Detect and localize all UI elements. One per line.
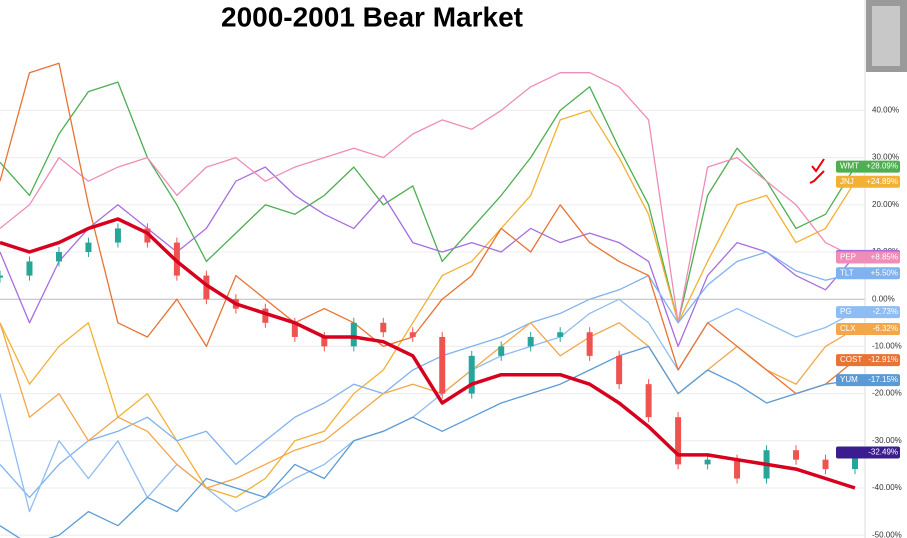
price-badge: [836, 175, 900, 188]
end-label: +24.89%: [866, 177, 898, 186]
price-badge: [836, 251, 900, 264]
check-mark: [809, 170, 825, 184]
check-mark: [811, 158, 825, 173]
badges: WMT+28.09%JNJ+24.89%CL+9.18%PEP+8.85%TLT…: [836, 160, 900, 459]
series-line: [0, 109, 856, 499]
legend-label: TLT: [840, 268, 854, 277]
legend-label: PEP: [840, 253, 856, 262]
candle: [616, 355, 623, 385]
average-line: [0, 217, 856, 490]
y-tick-label: 0.00%: [872, 294, 895, 303]
candle: [350, 322, 357, 347]
candle: [675, 417, 682, 465]
price-badge: [836, 374, 900, 387]
candle: [85, 242, 92, 253]
candle: [203, 275, 210, 300]
chart-title: 2000-2001 Bear Market: [221, 1, 523, 32]
webcam-thumbnail-inner: [872, 6, 900, 66]
series-line: [0, 166, 856, 348]
candle: [321, 336, 328, 347]
candle: [439, 336, 446, 394]
legend-label: PG: [840, 307, 852, 316]
legend-label: WMT: [840, 162, 859, 171]
price-badge: [836, 306, 900, 319]
candle: [704, 459, 711, 465]
end-label: -32.49%: [868, 448, 898, 457]
candle: [262, 308, 269, 323]
price-badge: [836, 446, 900, 459]
series-line: [0, 62, 856, 395]
series-line: [0, 72, 856, 324]
series-line: [0, 251, 856, 499]
y-tick-label: -50.00%: [872, 530, 902, 538]
end-label: +8.85%: [871, 253, 898, 262]
y-tick-label: -40.00%: [872, 483, 902, 492]
price-badge: [836, 323, 900, 336]
y-tick-label: 20.00%: [872, 200, 899, 209]
candle: [291, 322, 298, 337]
plot: [0, 62, 858, 538]
candle: [527, 336, 534, 347]
series-line: [0, 345, 856, 538]
y-tick-label: 40.00%: [872, 106, 899, 115]
candle: [734, 459, 741, 479]
legend-label: COST: [840, 355, 862, 364]
candle: [55, 252, 62, 262]
price-badge: [836, 160, 900, 173]
y-tick-label: 30.00%: [872, 153, 899, 162]
y-tick-label: -30.00%: [872, 436, 902, 445]
end-label: +5.50%: [871, 268, 898, 277]
legend-label: JNJ: [840, 177, 854, 186]
candle: [114, 228, 121, 243]
y-tick-label: -10.00%: [872, 342, 902, 351]
candle: [409, 332, 416, 337]
candle: [645, 384, 652, 418]
end-label: -6.32%: [873, 324, 898, 333]
candle: [586, 332, 593, 356]
candle: [468, 355, 475, 394]
candle: [380, 322, 387, 333]
candle: [498, 346, 505, 356]
candle: [557, 332, 564, 337]
end-label: -17.15%: [868, 375, 898, 384]
candle: [0, 275, 3, 278]
legend-label: YUM: [840, 375, 858, 384]
price-badge: [836, 267, 900, 280]
legend-label: CLX: [840, 324, 856, 333]
candle: [822, 459, 829, 470]
price-badge: [836, 354, 900, 367]
candle: [26, 261, 33, 276]
candle: [793, 450, 800, 460]
series-line: [0, 322, 856, 489]
end-label: -2.73%: [873, 307, 898, 316]
series-line: [0, 298, 856, 513]
end-label: -12.91%: [868, 355, 898, 364]
candle: [852, 452, 858, 470]
y-tick-label: -20.00%: [872, 389, 902, 398]
end-label: +28.09%: [866, 162, 898, 171]
series-line: [0, 81, 856, 324]
